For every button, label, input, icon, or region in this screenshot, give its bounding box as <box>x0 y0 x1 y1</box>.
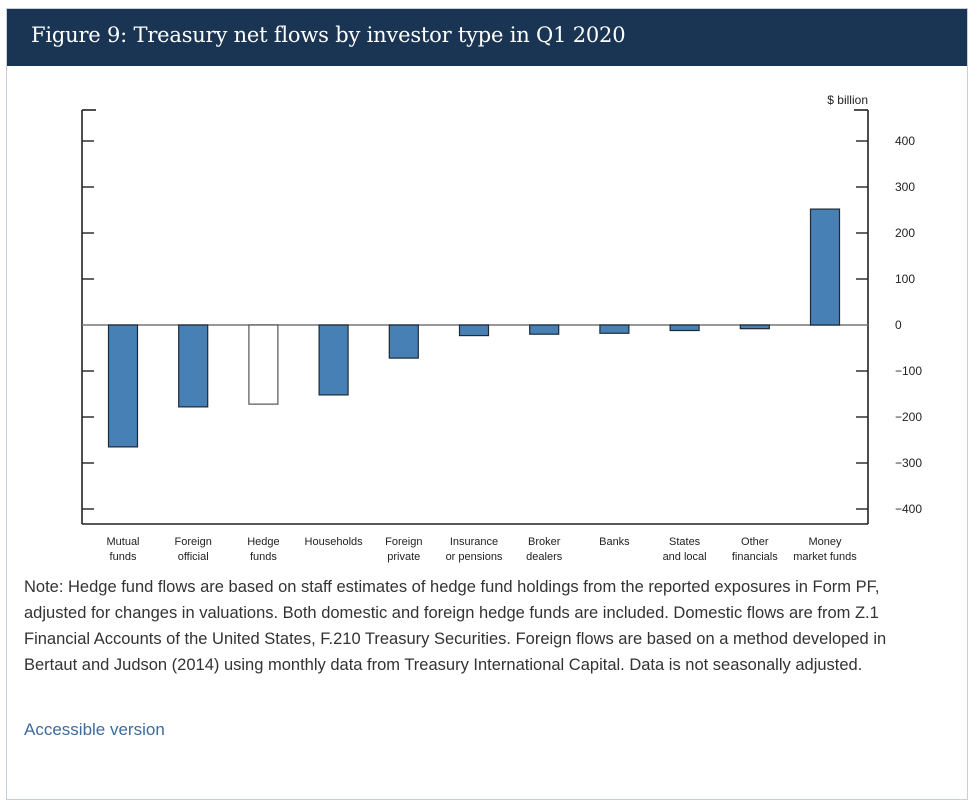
x-category-label: Foreign <box>175 536 212 548</box>
x-category-label: Mutual <box>106 536 139 548</box>
bar <box>318 324 349 396</box>
x-category-label: Other <box>741 536 769 548</box>
bar <box>388 324 419 359</box>
y-tick-label: −400 <box>895 502 922 516</box>
y-tick-label: −100 <box>895 364 922 378</box>
figure-panel: Figure 9: Treasury net flows by investor… <box>6 8 968 800</box>
y-tick-label: 400 <box>895 134 915 148</box>
x-category-label: funds <box>110 551 137 563</box>
y-tick-label: −300 <box>895 456 922 470</box>
chart-axes <box>81 109 869 525</box>
x-category-label: Insurance <box>450 536 498 548</box>
x-category-label: private <box>387 551 420 563</box>
chart-bars <box>107 208 841 448</box>
figure-note: Note: Hedge fund flows are based on staf… <box>24 578 887 674</box>
bar <box>599 324 630 334</box>
bar <box>529 324 560 335</box>
y-tick-label: 300 <box>895 180 915 194</box>
bar <box>458 324 490 337</box>
y-axis-unit-label: $ billion <box>827 93 868 107</box>
y-tick-label: 0 <box>895 318 902 332</box>
x-category-label: official <box>178 551 209 563</box>
y-tick-label: 200 <box>895 226 915 240</box>
y-tick-label: 100 <box>895 272 915 286</box>
x-category-label: dealers <box>526 551 563 563</box>
bar <box>809 208 841 326</box>
x-category-label: States <box>669 536 701 548</box>
y-tick-label: −200 <box>895 410 922 424</box>
x-category-label: Banks <box>599 536 630 548</box>
x-category-label: financials <box>732 551 778 563</box>
figure-header: Figure 9: Treasury net flows by investor… <box>7 9 967 66</box>
x-category-label: Broker <box>528 536 561 548</box>
bar <box>107 324 139 448</box>
accessible-version-link[interactable]: Accessible version <box>24 720 165 739</box>
x-category-label: Money <box>808 536 842 548</box>
bar-chart: 400 300 200 100 0 −100 −200 −300 −400 $ billion Mu… <box>81 93 922 563</box>
chart-labels: 400 300 200 100 0 −100 −200 −300 −400 $ billion Mu… <box>106 93 922 563</box>
bar <box>739 324 770 330</box>
bar <box>178 324 209 408</box>
bar <box>669 324 700 332</box>
x-category-label: market funds <box>793 551 857 563</box>
x-category-label: Hedge <box>247 536 279 548</box>
x-category-label: or pensions <box>446 551 503 563</box>
x-category-label: Households <box>305 536 364 548</box>
x-category-label: and local <box>663 551 707 563</box>
bar <box>248 324 279 405</box>
x-category-label: Foreign <box>385 536 422 548</box>
x-category-label: funds <box>250 551 277 563</box>
figure-title: Figure 9: Treasury net flows by investor… <box>31 23 626 47</box>
